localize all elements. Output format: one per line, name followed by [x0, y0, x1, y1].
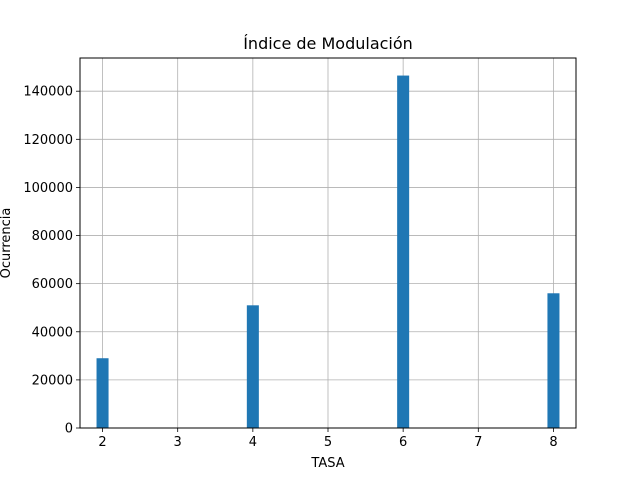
- x-tick-label: 5: [324, 435, 332, 450]
- bar: [547, 293, 560, 428]
- y-axis-title: Ocurrencia: [0, 208, 14, 279]
- x-tick-label: 4: [249, 435, 257, 450]
- y-tick-label: 100000: [23, 181, 73, 196]
- x-tick-label: 7: [474, 435, 482, 450]
- x-tick-label: 8: [549, 435, 557, 450]
- y-tick-label: 140000: [23, 85, 73, 100]
- grid: [80, 58, 576, 429]
- y-tick-label: 60000: [32, 277, 73, 292]
- y-tick-label: 20000: [32, 373, 73, 388]
- y-tick-label: 40000: [32, 325, 73, 340]
- x-tick-label: 2: [98, 435, 106, 450]
- y-tick-label: 120000: [23, 133, 73, 148]
- chart-title: Índice de Modulación: [243, 34, 413, 53]
- x-axis-title: TASA: [310, 456, 344, 471]
- bar: [96, 358, 109, 428]
- bar: [246, 305, 259, 428]
- x-tick-label: 3: [174, 435, 182, 450]
- y-tick-label: 0: [65, 422, 73, 437]
- ticks: 2 3 4 5 6 7 8 0 20000 40000 60000 80000 100000 120000…: [23, 85, 557, 450]
- y-tick-label: 80000: [32, 229, 73, 244]
- bars: [96, 75, 560, 428]
- bar: [397, 75, 410, 428]
- x-tick-label: 6: [399, 435, 407, 450]
